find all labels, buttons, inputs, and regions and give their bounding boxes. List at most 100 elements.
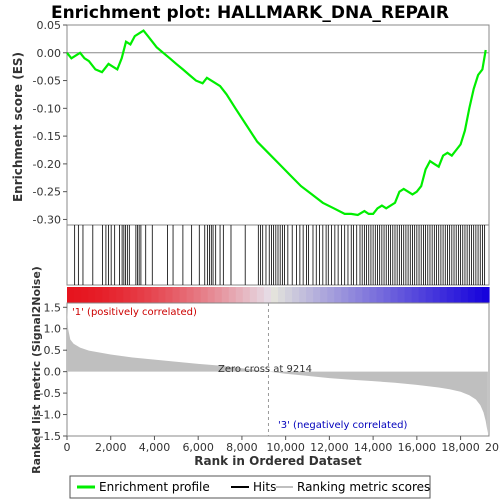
colorbar-segment <box>179 287 188 303</box>
colorbar-segment <box>270 287 279 303</box>
es-panel <box>66 24 490 226</box>
colorbar-segment <box>172 287 181 303</box>
colorbar-segment <box>88 287 96 303</box>
es-y-tick-label: 0.05 <box>37 19 62 32</box>
colorbar-segment <box>278 287 286 303</box>
x-tick-label: 6,000 <box>182 441 214 454</box>
colorbar-segment <box>313 287 321 303</box>
hit-marks <box>74 225 486 285</box>
colorbar-segment <box>327 287 335 303</box>
colorbar-segment <box>74 287 82 303</box>
enrichment-profile-path <box>66 29 487 217</box>
es-y-tick-label: -0.20 <box>33 158 61 171</box>
x-tick-label: 10,000 <box>266 441 305 454</box>
colorbar-segment <box>102 287 110 303</box>
colorbar-segment <box>376 287 385 303</box>
colorbar-segment <box>207 287 216 303</box>
colorbar-segment <box>474 287 483 303</box>
colorbar-segment <box>348 287 356 303</box>
legend-hits-label: Hits <box>253 480 276 494</box>
colorbar-segment <box>144 287 152 303</box>
colorbar-segment <box>214 287 223 303</box>
colorbar-segment <box>320 287 328 303</box>
es-y-tick-label: -0.30 <box>33 213 61 226</box>
colorbar-segment <box>285 287 293 303</box>
colorbar-segment <box>481 287 490 303</box>
metric-y-tick-label: -1.5 <box>40 430 61 443</box>
colorbar-segment <box>256 287 265 303</box>
negative-correlation-label: '3' (negatively correlated) <box>278 420 407 431</box>
colorbar-segment <box>355 287 363 303</box>
x-ticks: 0 2,000 4,000 6,000 8,000 10,000 12,000 14,000 1… <box>64 436 500 454</box>
enrichment-profile-line <box>66 29 487 217</box>
colorbar-segment <box>221 287 230 303</box>
zero-cross-label: Zero cross at 9214 <box>218 364 312 375</box>
ranking-metric-fill <box>67 307 488 433</box>
x-tick-label: 8,000 <box>226 441 258 454</box>
metric-y-tick-label: 0.0 <box>44 366 62 379</box>
colorbar-segment <box>165 287 174 303</box>
es-y-axis-label: Enrichment score (ES) <box>11 52 25 202</box>
x-tick-label: 14,000 <box>354 441 393 454</box>
colorbar-segment <box>369 287 378 303</box>
colorbar-segment <box>116 287 124 303</box>
colorbar-segment <box>432 287 441 303</box>
colorbar-segment <box>81 287 89 303</box>
es-y-tick-label: 0.00 <box>37 47 62 60</box>
legend-enrichment-label: Enrichment profile <box>99 480 210 494</box>
metric-y-tick-label: 0.5 <box>44 344 62 357</box>
colorbar-segment <box>467 287 476 303</box>
colorbar-segment <box>158 287 167 303</box>
colorbar-segment <box>453 287 462 303</box>
colorbar-segment <box>404 287 413 303</box>
colorbar-segment <box>130 287 138 303</box>
x-tick-label: 16,000 <box>398 441 437 454</box>
colorbar-segment <box>439 287 448 303</box>
colorbar-segment <box>418 287 427 303</box>
x-tick-label: 18,000 <box>441 441 480 454</box>
colorbar-segment <box>383 287 392 303</box>
colorbar-segment <box>334 287 342 303</box>
metric-y-tick-label: -0.5 <box>40 387 61 400</box>
chart-title: Enrichment plot: HALLMARK_DNA_REPAIR <box>51 3 449 23</box>
es-y-ticks: 0.05 0.00 -0.05 -0.10 -0.15 -0.20 -0.25 -0.30 <box>33 19 67 226</box>
colorbar-segment <box>446 287 455 303</box>
colorbar-segment <box>425 287 434 303</box>
colorbar-segment <box>67 287 75 303</box>
colorbar-segment <box>186 287 195 303</box>
colorbar-segment <box>137 287 145 303</box>
x-axis-label: Rank in Ordered Dataset <box>194 454 362 468</box>
colorbar-segment <box>292 287 300 303</box>
legend-box <box>69 475 431 499</box>
colorbar-segment <box>341 287 349 303</box>
metric-y-tick-label: 1.5 <box>44 301 62 314</box>
rank-colorbar <box>67 287 490 303</box>
es-y-tick-label: -0.15 <box>33 130 61 143</box>
colorbar-segment <box>151 287 160 303</box>
x-tick-label: 4,000 <box>139 441 171 454</box>
metric-y-axis-label: Ranked list metric (Signal2Noise) <box>30 266 43 474</box>
metric-y-tick-label: 1.0 <box>44 323 62 336</box>
colorbar-segment <box>95 287 103 303</box>
legend-metric-label: Ranking metric scores <box>297 480 430 494</box>
colorbar-segment <box>460 287 469 303</box>
x-tick-label: 2,000 <box>95 441 127 454</box>
colorbar-segment <box>193 287 202 303</box>
colorbar-segment <box>390 287 399 303</box>
colorbar-segment <box>242 287 251 303</box>
es-y-tick-label: -0.05 <box>33 75 61 88</box>
metric-y-tick-label: -1.0 <box>40 409 61 422</box>
x-tick-label: 12,000 <box>310 441 349 454</box>
colorbar-segment <box>299 287 307 303</box>
colorbar-segment <box>362 287 371 303</box>
x-tick-label: 0 <box>64 441 71 454</box>
colorbar-segment <box>228 287 237 303</box>
es-y-tick-label: -0.25 <box>33 186 61 199</box>
colorbar-segment <box>397 287 406 303</box>
colorbar-segment <box>249 287 258 303</box>
ranking-metric-area <box>67 307 488 433</box>
colorbar-segment <box>411 287 420 303</box>
colorbar-segment <box>235 287 244 303</box>
colorbar-segment <box>306 287 314 303</box>
